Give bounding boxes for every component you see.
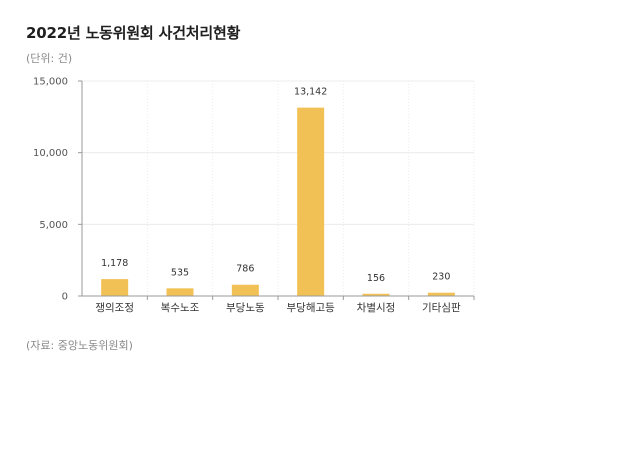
bar [101,279,129,296]
bar [362,293,390,296]
bars [101,107,455,296]
data-label: 786 [236,264,254,275]
x-tick-label: 기타심판 [422,302,461,314]
y-tick-label: 5,000 [39,220,68,231]
bar [297,107,325,296]
x-tick-label: 차별시정 [357,302,396,314]
axes [78,80,475,300]
x-tick-label: 부당노동 [226,302,265,314]
data-label: 156 [367,273,385,284]
bar [231,284,259,296]
y-tick-label: 15,000 [33,77,68,88]
y-tick-label: 0 [62,292,68,303]
chart-title: 2022년 노동위원회 사건처리현황 [26,24,241,42]
unit-label: (단위: 건) [26,52,73,65]
x-tick-label: 복수노조 [161,302,200,314]
y-tick-label: 10,000 [33,148,68,159]
x-tick-label: 쟁의조정 [95,302,134,314]
bar [166,288,194,296]
grid-lines [82,80,475,296]
labels: 0 5,000 10,000 15,000 1,178 쟁의조정 535 복수노조 786 부당노… [33,77,461,315]
data-label: 230 [432,272,450,283]
source-note: (자료: 중앙노동위원회) [26,339,133,352]
data-label: 1,178 [101,258,128,269]
x-tick-label: 부당해고등 [287,301,336,314]
data-label: 535 [171,267,189,278]
data-label: 13,142 [294,87,327,98]
bar [427,292,455,296]
